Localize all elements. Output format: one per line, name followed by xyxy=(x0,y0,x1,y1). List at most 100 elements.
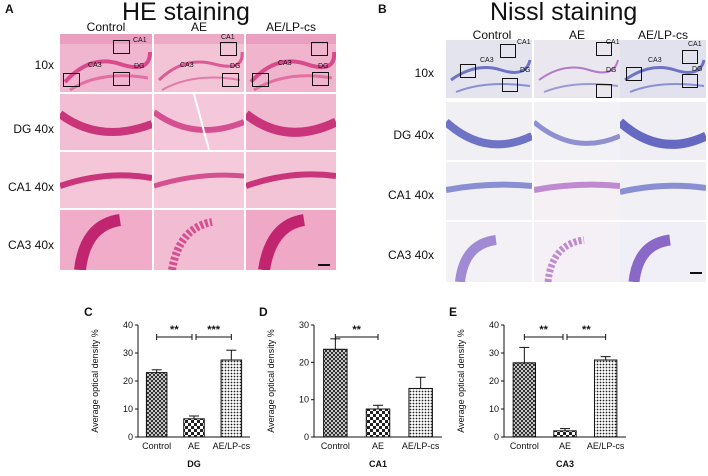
he-ae-10x-image xyxy=(154,34,244,92)
bar-control xyxy=(145,372,168,438)
he-control-dg-tag: DG xyxy=(134,63,145,70)
nissl-control-ca1-tag: CA1 xyxy=(517,39,531,46)
x-tick-label: AE/LP-cs xyxy=(402,441,440,451)
y-tick-label: 10 xyxy=(123,404,133,414)
he-ae-ca1-40x-image xyxy=(154,152,244,208)
bar-ae xyxy=(365,408,391,438)
he-lp-ca3-box xyxy=(252,73,269,87)
y-tick-label: 0 xyxy=(128,432,133,442)
he-ae-ca1-box xyxy=(220,42,237,56)
nissl-ae-lp-cs-10x-image xyxy=(620,40,706,98)
significance-label: ** xyxy=(352,324,361,336)
y-tick-label: 30 xyxy=(299,320,309,330)
panel-b-row-ca3-40x: CA3 40x xyxy=(387,248,434,262)
y-tick-label: 30 xyxy=(123,348,133,358)
y-tick-label: 30 xyxy=(489,348,499,358)
bar-ae-lp-cs xyxy=(408,387,433,438)
significance-label: ** xyxy=(170,324,179,336)
he-lp-dg-tag: DG xyxy=(318,63,329,70)
he-ae-ca3-tag: CA3 xyxy=(180,62,194,69)
panel-a-row-dg40x: DG 40x xyxy=(13,122,54,136)
nissl-ae-ca3-40x-image xyxy=(534,222,620,282)
nissl-ae-dg-tag: DG xyxy=(606,67,617,74)
panel-a-label: A xyxy=(5,2,14,16)
significance-label: ** xyxy=(582,324,591,336)
panel-a-col-control: Control xyxy=(86,20,126,34)
chart-e: Average optical density % 0 10 20 30 40 Contro… xyxy=(452,315,632,471)
panel-c-label: C xyxy=(84,305,93,319)
chart-d: Average optical density % 0 10 20 30 Control A… xyxy=(262,315,448,471)
y-tick-label: 40 xyxy=(123,320,133,330)
he-control-ca3-tag: CA3 xyxy=(88,62,102,69)
bar-ae-lp-cs xyxy=(593,359,618,438)
nissl-control-ca1-40x-image xyxy=(446,162,532,220)
panel-b-col-ae: AE xyxy=(568,28,585,42)
nissl-ae-ca1-40x-image xyxy=(534,162,620,220)
panel-a-col-ae-lp-cs: AE/LP-cs xyxy=(265,20,316,34)
significance-label: ** xyxy=(539,324,548,336)
bar-control xyxy=(323,348,348,438)
he-control-ca1-40x-image xyxy=(60,152,152,208)
panel-b-label: B xyxy=(378,2,387,16)
nissl-ae-ca1-tag: CA1 xyxy=(606,39,620,46)
significance-label: *** xyxy=(207,324,221,336)
nissl-ae-ca1-box xyxy=(596,42,612,56)
y-axis-label: Average optical density % xyxy=(456,329,466,432)
x-axis-title: CA1 xyxy=(369,459,387,469)
x-tick-label: AE xyxy=(559,441,571,451)
y-tick-label: 20 xyxy=(489,376,499,386)
nissl-lp-ca3-tag: CA3 xyxy=(648,57,662,64)
bar-ae xyxy=(183,418,205,438)
he-lp-ca3-tag: CA3 xyxy=(278,60,292,67)
he-ae-ca1-tag: CA1 xyxy=(221,34,235,41)
y-tick-label: 10 xyxy=(489,404,499,414)
he-ae-lp-cs-10x-image xyxy=(246,34,336,92)
nissl-control-dg-tag: DG xyxy=(520,67,531,74)
he-control-dg40x-image xyxy=(60,94,152,150)
bar-control xyxy=(512,362,537,438)
x-tick-label: AE xyxy=(372,441,384,451)
bar-ae-lp-cs xyxy=(220,359,243,438)
nissl-ae-lp-cs-dg40x-image xyxy=(620,102,706,160)
he-control-10x-image xyxy=(60,34,152,92)
x-tick-label: Control xyxy=(142,441,171,451)
x-tick-label: AE/LP-cs xyxy=(213,441,251,451)
y-axis-label: Average optical density % xyxy=(90,329,100,432)
he-lp-dg-box xyxy=(312,72,329,86)
he-control-ca1-tag: CA1 xyxy=(133,37,147,44)
he-ae-lp-cs-dg40x-image xyxy=(246,94,336,150)
nissl-control-dg-box xyxy=(502,78,518,92)
nissl-ae-dg40x-image xyxy=(534,102,620,160)
he-ae-ca3-40x-image xyxy=(154,210,244,270)
nissl-lp-ca1-box xyxy=(682,50,698,64)
y-tick-label: 20 xyxy=(299,357,309,367)
panel-b-col-control: Control xyxy=(472,28,512,42)
nissl-scale-bar xyxy=(690,272,702,274)
he-ae-dg-tag: DG xyxy=(230,63,241,70)
bar-ae xyxy=(553,430,577,438)
nissl-lp-ca3-box xyxy=(626,67,642,81)
panel-a-col-ae: AE xyxy=(190,20,207,34)
x-tick-label: Control xyxy=(510,441,539,451)
x-tick-label: AE xyxy=(188,441,200,451)
y-tick-label: 0 xyxy=(304,432,309,442)
he-lp-ca1-box xyxy=(311,42,328,56)
nissl-control-dg40x-image xyxy=(446,102,532,160)
y-axis-label: Average optical density % xyxy=(266,329,276,432)
nissl-ae-10x-image xyxy=(534,40,620,98)
he-scale-bar xyxy=(318,264,330,266)
panel-d-label: D xyxy=(259,305,268,319)
he-control-dg-box xyxy=(113,72,130,86)
he-ae-lp-cs-ca3-40x-image xyxy=(246,210,336,270)
x-axis-title: CA3 xyxy=(556,459,574,469)
panel-b-row-dg40x: DG 40x xyxy=(393,128,434,142)
nissl-control-ca3-box xyxy=(460,64,476,78)
he-control-ca1-box xyxy=(113,40,130,54)
panel-b-row-ca1-40x: CA1 40x xyxy=(387,188,434,202)
nissl-control-ca3-40x-image xyxy=(446,222,532,282)
y-tick-label: 10 xyxy=(299,395,309,405)
panel-e-label: E xyxy=(449,305,458,319)
x-axis-title: DG xyxy=(187,459,201,469)
nissl-control-ca1-box xyxy=(500,44,516,58)
panel-a-title: HE staining xyxy=(122,0,250,26)
